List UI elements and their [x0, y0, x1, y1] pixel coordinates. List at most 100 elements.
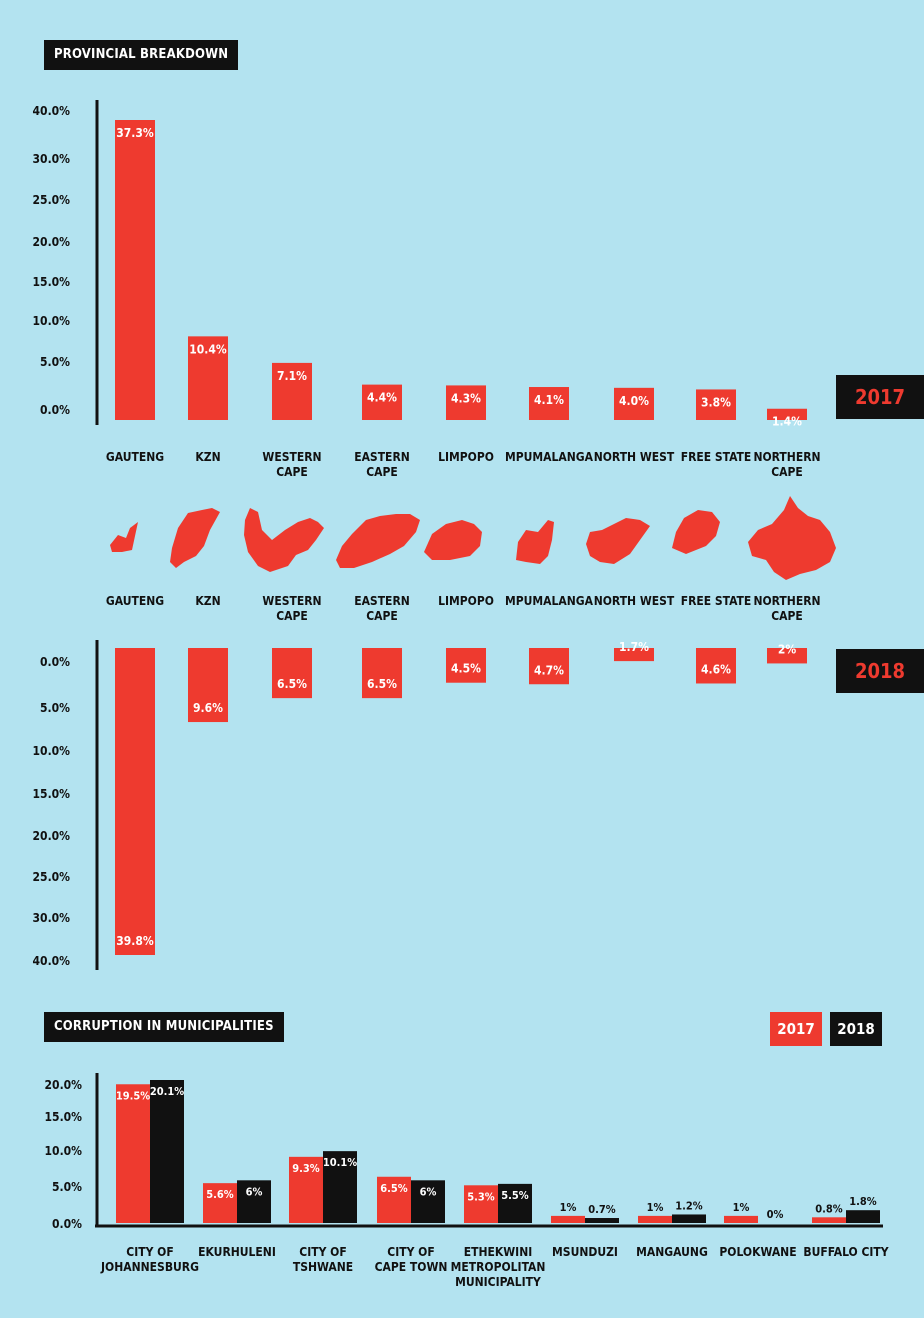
bar-municipal-2018	[323, 1151, 357, 1223]
bar-label-2018: 1.7%	[619, 640, 649, 654]
category-label-2017: CAPE	[276, 465, 308, 479]
bar-2017	[767, 408, 807, 420]
category-label-municipal: MSUNDUZI	[552, 1245, 618, 1259]
bar-label-2017: 4.3%	[451, 391, 481, 405]
y-tick-2017: 30.0%	[33, 152, 71, 166]
y-tick-2018: 10.0%	[33, 744, 71, 758]
y-tick-2017: 25.0%	[33, 193, 71, 207]
bar-label-2017: 1.4%	[772, 415, 802, 429]
provincial-breakdown-title: PROVINCIAL BREAKDOWN	[44, 40, 239, 70]
y-tick-municipal: 0.0%	[52, 1217, 82, 1231]
bar-label-2018: 2%	[778, 642, 797, 656]
category-label-municipal: TSHWANE	[293, 1260, 353, 1274]
bar-2018	[767, 648, 807, 664]
category-label-municipal: METROPOLITAN	[451, 1260, 546, 1274]
province-silhouette-icon	[672, 510, 720, 554]
province-silhouette-icon	[170, 508, 220, 568]
bar-2018	[272, 648, 312, 699]
category-label-map: CAPE	[366, 609, 398, 623]
y-tick-municipal: 20.0%	[45, 1078, 83, 1092]
bar-label-2018: 4.7%	[534, 663, 564, 677]
bar-label-2018: 4.5%	[451, 662, 481, 676]
legend-2018: 2018	[830, 1012, 882, 1046]
bar-2018	[188, 648, 228, 723]
y-tick-2018: 15.0%	[33, 787, 71, 801]
bar-label-2018: 9.6%	[193, 701, 223, 715]
year-2018-badge: 2018	[836, 649, 924, 693]
y-tick-2018: 40.0%	[33, 954, 71, 968]
bar-label-municipal-2017: 1%	[733, 1201, 750, 1214]
legend-2017: 2017	[770, 1012, 822, 1046]
category-label-2017: EASTERN	[354, 450, 410, 464]
category-label-2017: CAPE	[366, 465, 398, 479]
category-label-map: NORTH WEST	[594, 594, 675, 608]
province-silhouette-icon	[336, 514, 420, 568]
category-label-map: CAPE	[276, 609, 308, 623]
category-label-2017: WESTERN	[262, 450, 321, 464]
y-tick-municipal: 10.0%	[45, 1144, 83, 1158]
category-label-municipal: CAPE TOWN	[375, 1260, 448, 1274]
bar-label-municipal-2017: 0.8%	[815, 1202, 843, 1215]
bar-label-municipal-2018: 20.1%	[150, 1085, 184, 1098]
bar-label-municipal-2018: 1.8%	[849, 1195, 877, 1208]
bar-municipal-2018	[498, 1183, 532, 1223]
bar-2018	[362, 648, 402, 699]
bar-municipal-2017	[551, 1215, 585, 1223]
bar-2018	[696, 648, 736, 684]
category-label-municipal: CITY OF	[299, 1245, 346, 1259]
bar-label-2017: 10.4%	[189, 342, 227, 356]
province-silhouette-icon	[586, 518, 650, 564]
bar-municipal-2018	[672, 1214, 706, 1223]
bar-label-2018: 6.5%	[277, 677, 307, 691]
bar-2018	[614, 648, 654, 662]
category-label-map: CAPE	[771, 609, 803, 623]
category-label-map: NORTHERN	[753, 594, 820, 608]
bar-municipal-2017	[812, 1217, 846, 1223]
y-tick-2018: 25.0%	[33, 870, 71, 884]
province-silhouette-icon	[424, 520, 482, 560]
bar-municipal-2018	[585, 1218, 619, 1223]
category-label-map: WESTERN	[262, 594, 321, 608]
bar-municipal-2017	[724, 1215, 758, 1223]
y-tick-municipal: 5.0%	[52, 1180, 82, 1194]
category-label-municipal: JOHANNESBURG	[100, 1260, 199, 1274]
category-label-2017: KZN	[195, 450, 220, 464]
year-2017-badge: 2017	[836, 375, 924, 419]
category-label-municipal: MUNICIPALITY	[455, 1275, 541, 1289]
bar-label-municipal-2018: 6%	[246, 1185, 263, 1198]
bar-label-municipal-2018: 6%	[420, 1185, 437, 1198]
bar-2017	[446, 385, 486, 420]
category-label-2017: FREE STATE	[681, 450, 752, 464]
bar-2017	[115, 120, 155, 420]
category-label-2017: MPUMALANGA	[505, 450, 594, 464]
y-tick-2018: 30.0%	[33, 911, 71, 925]
bar-2017	[529, 387, 569, 420]
bar-municipal-2017	[377, 1176, 411, 1223]
category-label-municipal: CITY OF	[387, 1245, 434, 1259]
bar-label-municipal-2017: 1%	[647, 1201, 664, 1214]
bar-label-2017: 37.3%	[116, 126, 154, 140]
bar-label-2017: 3.8%	[701, 395, 731, 409]
province-silhouette-icon	[748, 496, 836, 580]
category-label-2017: LIMPOPO	[438, 450, 494, 464]
bar-label-2017: 7.1%	[277, 369, 307, 383]
bar-label-2017: 4.1%	[534, 393, 564, 407]
category-label-municipal: MANGAUNG	[636, 1245, 708, 1259]
bar-2017	[696, 389, 736, 420]
bar-label-2018: 6.5%	[367, 677, 397, 691]
bar-2018	[529, 648, 569, 685]
bar-label-2018: 39.8%	[116, 934, 154, 948]
bar-2018	[115, 648, 155, 955]
y-tick-2018: 5.0%	[40, 701, 70, 715]
bar-label-municipal-2017: 6.5%	[380, 1182, 408, 1195]
bar-label-municipal-2018: 0.7%	[588, 1203, 616, 1216]
y-tick-2017: 15.0%	[33, 275, 71, 289]
bar-label-2018: 4.6%	[701, 662, 731, 676]
bar-label-municipal-2017: 5.6%	[206, 1188, 234, 1201]
bar-municipal-2017	[464, 1185, 498, 1223]
y-tick-2017: 5.0%	[40, 355, 70, 369]
bar-label-municipal-2017: 1%	[560, 1201, 577, 1214]
category-label-2017: GAUTENG	[106, 450, 164, 464]
bar-municipal-2018	[411, 1180, 445, 1223]
